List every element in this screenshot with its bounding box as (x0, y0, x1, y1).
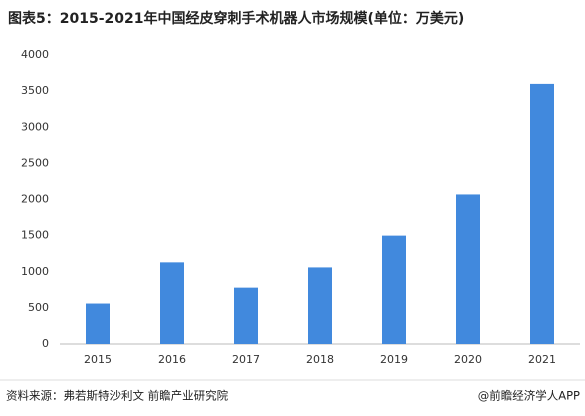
x-tick-label: 2017 (232, 353, 260, 366)
x-tick-label: 2016 (158, 353, 186, 366)
bar (382, 235, 406, 344)
x-tick-label: 2015 (84, 353, 112, 366)
source-note: 资料来源：弗若斯特沙利文 前瞻产业研究院 (6, 389, 229, 403)
x-tick-label: 2021 (528, 353, 556, 366)
x-tick-label: 2019 (380, 353, 408, 366)
bar (308, 267, 332, 344)
bar (86, 303, 110, 344)
bar (160, 262, 184, 344)
x-tick-label: 2020 (454, 353, 482, 366)
y-tick-label: 1500 (21, 229, 49, 242)
bar (530, 83, 554, 345)
chart-title: 图表5：2015-2021年中国经皮穿刺手术机器人市场规模(单位：万美元) (8, 10, 464, 27)
y-tick-label: 0 (42, 337, 49, 350)
y-tick-label: 4000 (21, 48, 49, 61)
y-tick-label: 500 (28, 301, 49, 314)
y-tick-label: 3000 (21, 120, 49, 133)
y-tick-label: 2000 (21, 193, 49, 206)
y-tick-label: 2500 (21, 156, 49, 169)
bar (234, 287, 258, 344)
credit: @前瞻经济学人APP (478, 389, 580, 403)
bar (456, 194, 480, 344)
x-tick-label: 2018 (306, 353, 334, 366)
y-tick-label: 1000 (21, 265, 49, 278)
y-tick-label: 3500 (21, 84, 49, 97)
